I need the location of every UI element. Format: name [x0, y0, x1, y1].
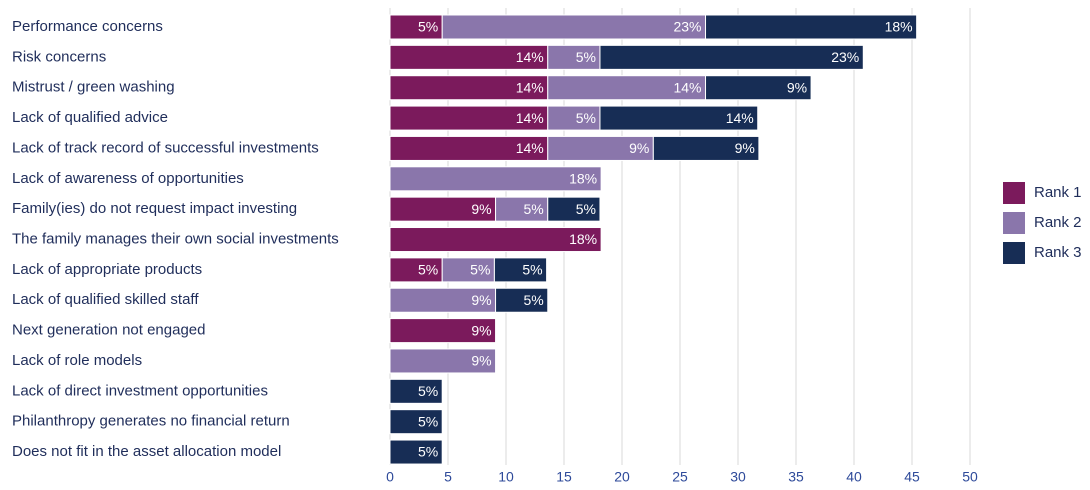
value-label: 5%	[418, 19, 438, 35]
bar-segment	[495, 287, 549, 313]
legend-label: Rank 1	[1034, 184, 1082, 201]
bar-segment	[493, 257, 548, 283]
x-tick-label: 35	[788, 469, 804, 485]
bar-segment	[389, 135, 549, 161]
value-label: 5%	[524, 201, 544, 217]
value-label: 5%	[418, 383, 438, 399]
category-label: Lack of qualified skilled staff	[12, 291, 199, 308]
value-label: 9%	[629, 140, 649, 156]
x-tick-label: 40	[846, 469, 862, 485]
value-label: 5%	[576, 201, 596, 217]
bar-segment	[599, 105, 759, 131]
legend-swatch	[1003, 212, 1025, 234]
category-label: Next generation not engaged	[12, 322, 205, 339]
value-label: 5%	[576, 49, 596, 65]
bar-segment	[389, 227, 602, 253]
value-label: 9%	[471, 353, 491, 369]
legend-label: Rank 2	[1034, 214, 1082, 231]
value-label: 5%	[418, 262, 438, 278]
value-label: 9%	[471, 201, 491, 217]
value-label: 5%	[522, 262, 542, 278]
legend-swatch	[1003, 182, 1025, 204]
value-label: 14%	[726, 110, 754, 126]
x-tick-label: 15	[556, 469, 572, 485]
bar-segment	[547, 105, 601, 131]
category-label: Risk concerns	[12, 48, 106, 65]
value-label: 18%	[569, 171, 597, 187]
value-label: 9%	[787, 79, 807, 95]
value-label: 14%	[673, 79, 701, 95]
x-tick-label: 25	[672, 469, 688, 485]
bar-segment	[705, 75, 812, 101]
bar-segment	[389, 75, 549, 101]
value-label: 14%	[516, 110, 544, 126]
value-label: 23%	[831, 49, 859, 65]
x-tick-label: 30	[730, 469, 746, 485]
bar-segment	[389, 409, 443, 435]
category-label: Does not fit in the asset allocation mod…	[12, 443, 281, 460]
bar-segment	[389, 196, 497, 222]
bar-segment	[389, 287, 497, 313]
bar-segment	[389, 348, 497, 374]
category-label: Lack of appropriate products	[12, 261, 202, 278]
bar-segment	[547, 44, 601, 70]
bar-segment	[495, 196, 549, 222]
legend-swatch	[1003, 242, 1025, 264]
x-tick-label: 20	[614, 469, 630, 485]
value-label: 5%	[470, 262, 490, 278]
value-label: 14%	[516, 140, 544, 156]
bar-segment	[389, 166, 602, 192]
category-label: Lack of role models	[12, 352, 142, 369]
category-label: Lack of direct investment opportunities	[12, 382, 268, 399]
bar-segment	[389, 378, 443, 404]
value-label: 5%	[418, 413, 438, 429]
bar-segment	[705, 14, 918, 40]
bar-segment	[389, 14, 443, 40]
category-label: Mistrust / green washing	[12, 79, 175, 96]
bar-segment	[441, 14, 707, 40]
category-label: Lack of qualified advice	[12, 109, 168, 126]
x-tick-label: 10	[498, 469, 514, 485]
category-label: Philanthropy generates no financial retu…	[12, 413, 290, 430]
x-tick-label: 0	[386, 469, 394, 485]
bar-segment	[389, 318, 497, 344]
category-label: Lack of track record of successful inves…	[12, 139, 319, 156]
category-label: Family(ies) do not request impact invest…	[12, 200, 297, 217]
bar-segment	[441, 257, 495, 283]
bar-segment	[547, 135, 654, 161]
value-label: 5%	[576, 110, 596, 126]
bar-segment	[599, 44, 864, 70]
category-label: Lack of awareness of opportunities	[12, 170, 244, 187]
legend-label: Rank 3	[1034, 244, 1082, 261]
bar-segment	[652, 135, 760, 161]
value-label: 9%	[735, 140, 755, 156]
value-label: 5%	[524, 292, 544, 308]
value-label: 14%	[516, 49, 544, 65]
value-label: 23%	[673, 19, 701, 35]
bar-segment	[547, 75, 707, 101]
bar-segment	[389, 439, 443, 465]
category-label: The family manages their own social inve…	[12, 230, 339, 247]
x-tick-label: 50	[962, 469, 978, 485]
bar-segment	[547, 196, 601, 222]
value-label: 18%	[569, 231, 597, 247]
value-label: 9%	[471, 322, 491, 338]
value-label: 14%	[516, 79, 544, 95]
value-label: 9%	[471, 292, 491, 308]
value-label: 18%	[885, 19, 913, 35]
value-label: 5%	[418, 444, 438, 460]
x-tick-label: 45	[904, 469, 920, 485]
x-tick-label: 5	[444, 469, 452, 485]
category-label: Performance concerns	[12, 18, 163, 35]
bar-segment	[389, 257, 443, 283]
